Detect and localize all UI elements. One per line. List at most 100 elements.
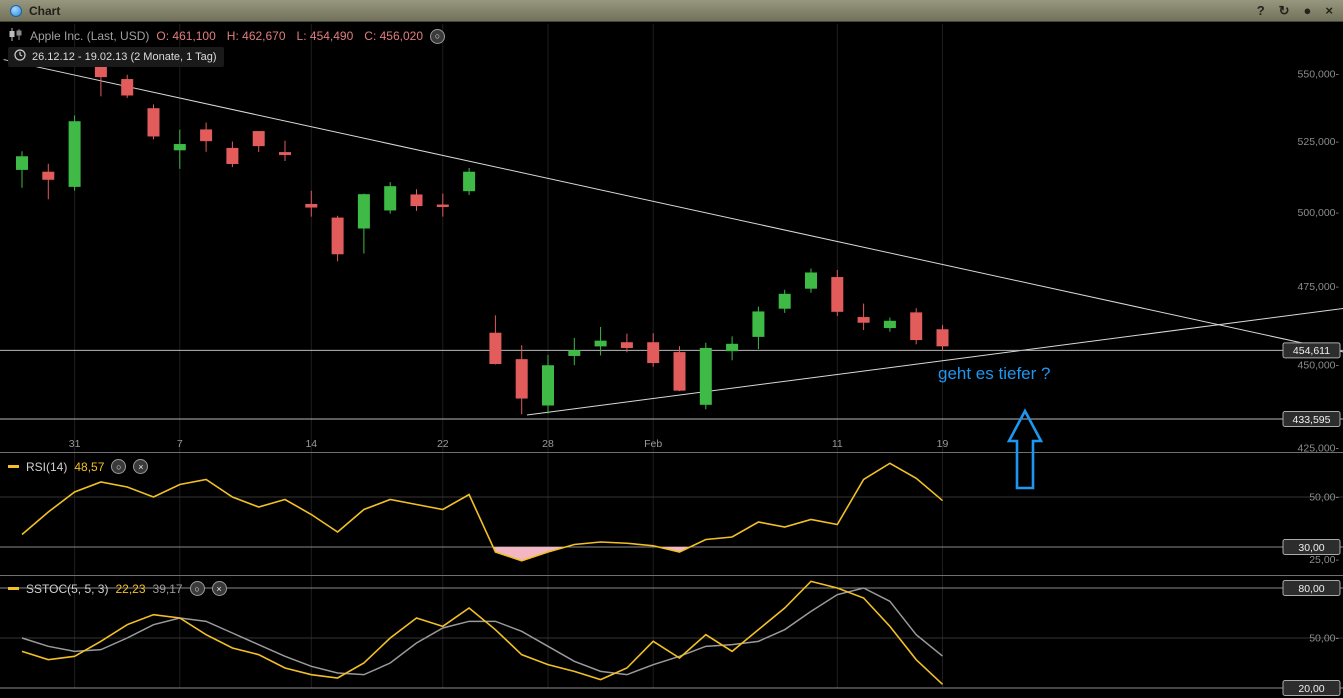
candle-body[interactable]: [542, 365, 554, 406]
candle-body[interactable]: [200, 129, 213, 142]
sstoc-remove-icon[interactable]: ×: [211, 581, 227, 596]
candle-body[interactable]: [805, 272, 817, 289]
ohlc-high-label: H:: [226, 29, 239, 43]
candle-body[interactable]: [489, 332, 502, 365]
candle-body[interactable]: [883, 320, 896, 329]
x-axis-label: 11: [832, 438, 843, 450]
ohlc-low-label: L:: [296, 29, 307, 43]
ohlc-low: L: 454,490: [297, 29, 354, 43]
instrument-name[interactable]: Apple Inc. (Last, USD): [30, 29, 150, 43]
candle-body[interactable]: [620, 342, 633, 348]
ohlc-values: O: 461,100 H: 462,670 L: 454,490 C: 456,…: [156, 29, 423, 43]
candle-body[interactable]: [673, 352, 686, 391]
date-range-chip[interactable]: 26.12.12 - 19.02.13 (2 Monate, 1 Tag): [8, 47, 225, 67]
candle-body[interactable]: [936, 329, 949, 347]
axis-price-badge[interactable]: [1282, 342, 1341, 359]
candle-body[interactable]: [410, 194, 423, 207]
ohlc-close-value: 456,020: [379, 29, 424, 43]
settings-icon[interactable]: ●: [1303, 3, 1312, 18]
candle-body[interactable]: [831, 277, 844, 312]
candle-body[interactable]: [515, 359, 528, 399]
candle-body[interactable]: [42, 171, 55, 180]
rsi-settings-icon[interactable]: ○: [111, 459, 127, 474]
axis-price-badge-label: 433,595: [1293, 414, 1331, 426]
candle-body[interactable]: [279, 152, 291, 156]
price-axis-label: 450,000-: [1298, 360, 1340, 372]
axis-price-badge[interactable]: [1282, 410, 1341, 427]
rsi-oversold-area: [493, 547, 566, 561]
axis-price-badge[interactable]: [1282, 680, 1341, 696]
ohlc-close: C: 456,020: [364, 29, 423, 43]
help-icon[interactable]: ?: [1256, 3, 1265, 18]
clock-icon: [14, 49, 26, 64]
candle-body[interactable]: [436, 204, 449, 207]
axis-price-badge-label: 20,00: [1298, 683, 1324, 695]
instrument-settings-icon[interactable]: ○: [430, 28, 446, 44]
axis-price-badge[interactable]: [1282, 580, 1341, 596]
candle-body[interactable]: [752, 311, 765, 337]
x-axis-label: 14: [305, 438, 317, 450]
candle-body[interactable]: [68, 121, 81, 187]
price-axis-label: 550,000-: [1298, 69, 1340, 81]
rsi-axis-label: 50,00-: [1309, 492, 1339, 504]
candle-body[interactable]: [778, 293, 791, 309]
sstoc-name[interactable]: SSTOC(5, 5, 3): [26, 581, 109, 596]
rsi-value: 48,57: [74, 459, 105, 474]
candle-body[interactable]: [305, 203, 318, 208]
sstoc-k-value: 22,23: [115, 581, 146, 596]
annotation-arrow-up[interactable]: [1006, 408, 1044, 490]
window-icon: [10, 4, 22, 17]
trendline[interactable]: [526, 307, 1343, 416]
sstoc-legend: SSTOC(5, 5, 3) 22,23 39,17 ○ ×: [8, 581, 227, 596]
axis-price-badge-label: 80,00: [1298, 583, 1324, 595]
candle-body[interactable]: [857, 317, 870, 323]
rsi-line-swatch: [8, 465, 19, 468]
candle-body[interactable]: [699, 347, 712, 405]
candle-body[interactable]: [910, 312, 923, 341]
x-axis-label: 7: [177, 438, 183, 450]
candle-body[interactable]: [568, 350, 581, 356]
candle-body[interactable]: [726, 343, 739, 352]
rsi-axis-label: 25,00-: [1309, 554, 1339, 566]
close-icon[interactable]: ×: [1325, 3, 1333, 18]
x-axis-label: Feb: [644, 438, 662, 450]
candle-body[interactable]: [357, 194, 370, 229]
candle-body[interactable]: [16, 156, 28, 170]
candle-body[interactable]: [121, 79, 134, 96]
rsi-remove-icon[interactable]: ×: [133, 459, 149, 474]
candle-body[interactable]: [384, 186, 397, 211]
ohlc-close-label: C:: [364, 29, 377, 43]
candle-body[interactable]: [252, 131, 265, 147]
rsi-line[interactable]: [21, 462, 944, 562]
trendline[interactable]: [3, 59, 1343, 353]
x-axis-label: 19: [937, 438, 949, 450]
ohlc-open-value: 461,100: [172, 29, 216, 43]
price-axis-label: 525,000-: [1298, 136, 1340, 148]
candlestick-icon: [8, 28, 23, 44]
candle-body[interactable]: [463, 171, 476, 192]
x-axis-label: 28: [542, 438, 554, 450]
chart-annotation-text[interactable]: geht es tiefer ?: [938, 364, 1051, 383]
reset-icon[interactable]: ↻: [1278, 3, 1290, 18]
candle-body[interactable]: [226, 147, 239, 164]
ohlc-open: O: 461,100: [156, 29, 215, 43]
candle-body[interactable]: [147, 108, 160, 137]
candle-body[interactable]: [173, 144, 186, 151]
sstoc-settings-icon[interactable]: ○: [189, 581, 205, 596]
sstoc-d-line[interactable]: [21, 587, 943, 676]
instrument-header: Apple Inc. (Last, USD) O: 461,100 H: 462…: [8, 28, 446, 44]
candle-body[interactable]: [647, 342, 660, 364]
candle-body[interactable]: [331, 217, 344, 255]
price-axis-label: 425,000-: [1298, 443, 1340, 455]
window-titlebar[interactable]: Chart ? ↻ ● ×: [0, 0, 1343, 22]
rsi-name[interactable]: RSI(14): [26, 459, 68, 474]
x-axis-label: 22: [437, 438, 449, 450]
candle-body[interactable]: [594, 340, 607, 347]
x-axis-label: 31: [69, 438, 81, 450]
sstoc-k-line[interactable]: [21, 580, 944, 685]
ohlc-low-value: 454,490: [309, 29, 354, 43]
titlebar-icons: ? ↻ ● ×: [1257, 4, 1333, 17]
axis-price-badge[interactable]: [1282, 539, 1341, 555]
price-axis-label: 500,000-: [1298, 207, 1340, 219]
